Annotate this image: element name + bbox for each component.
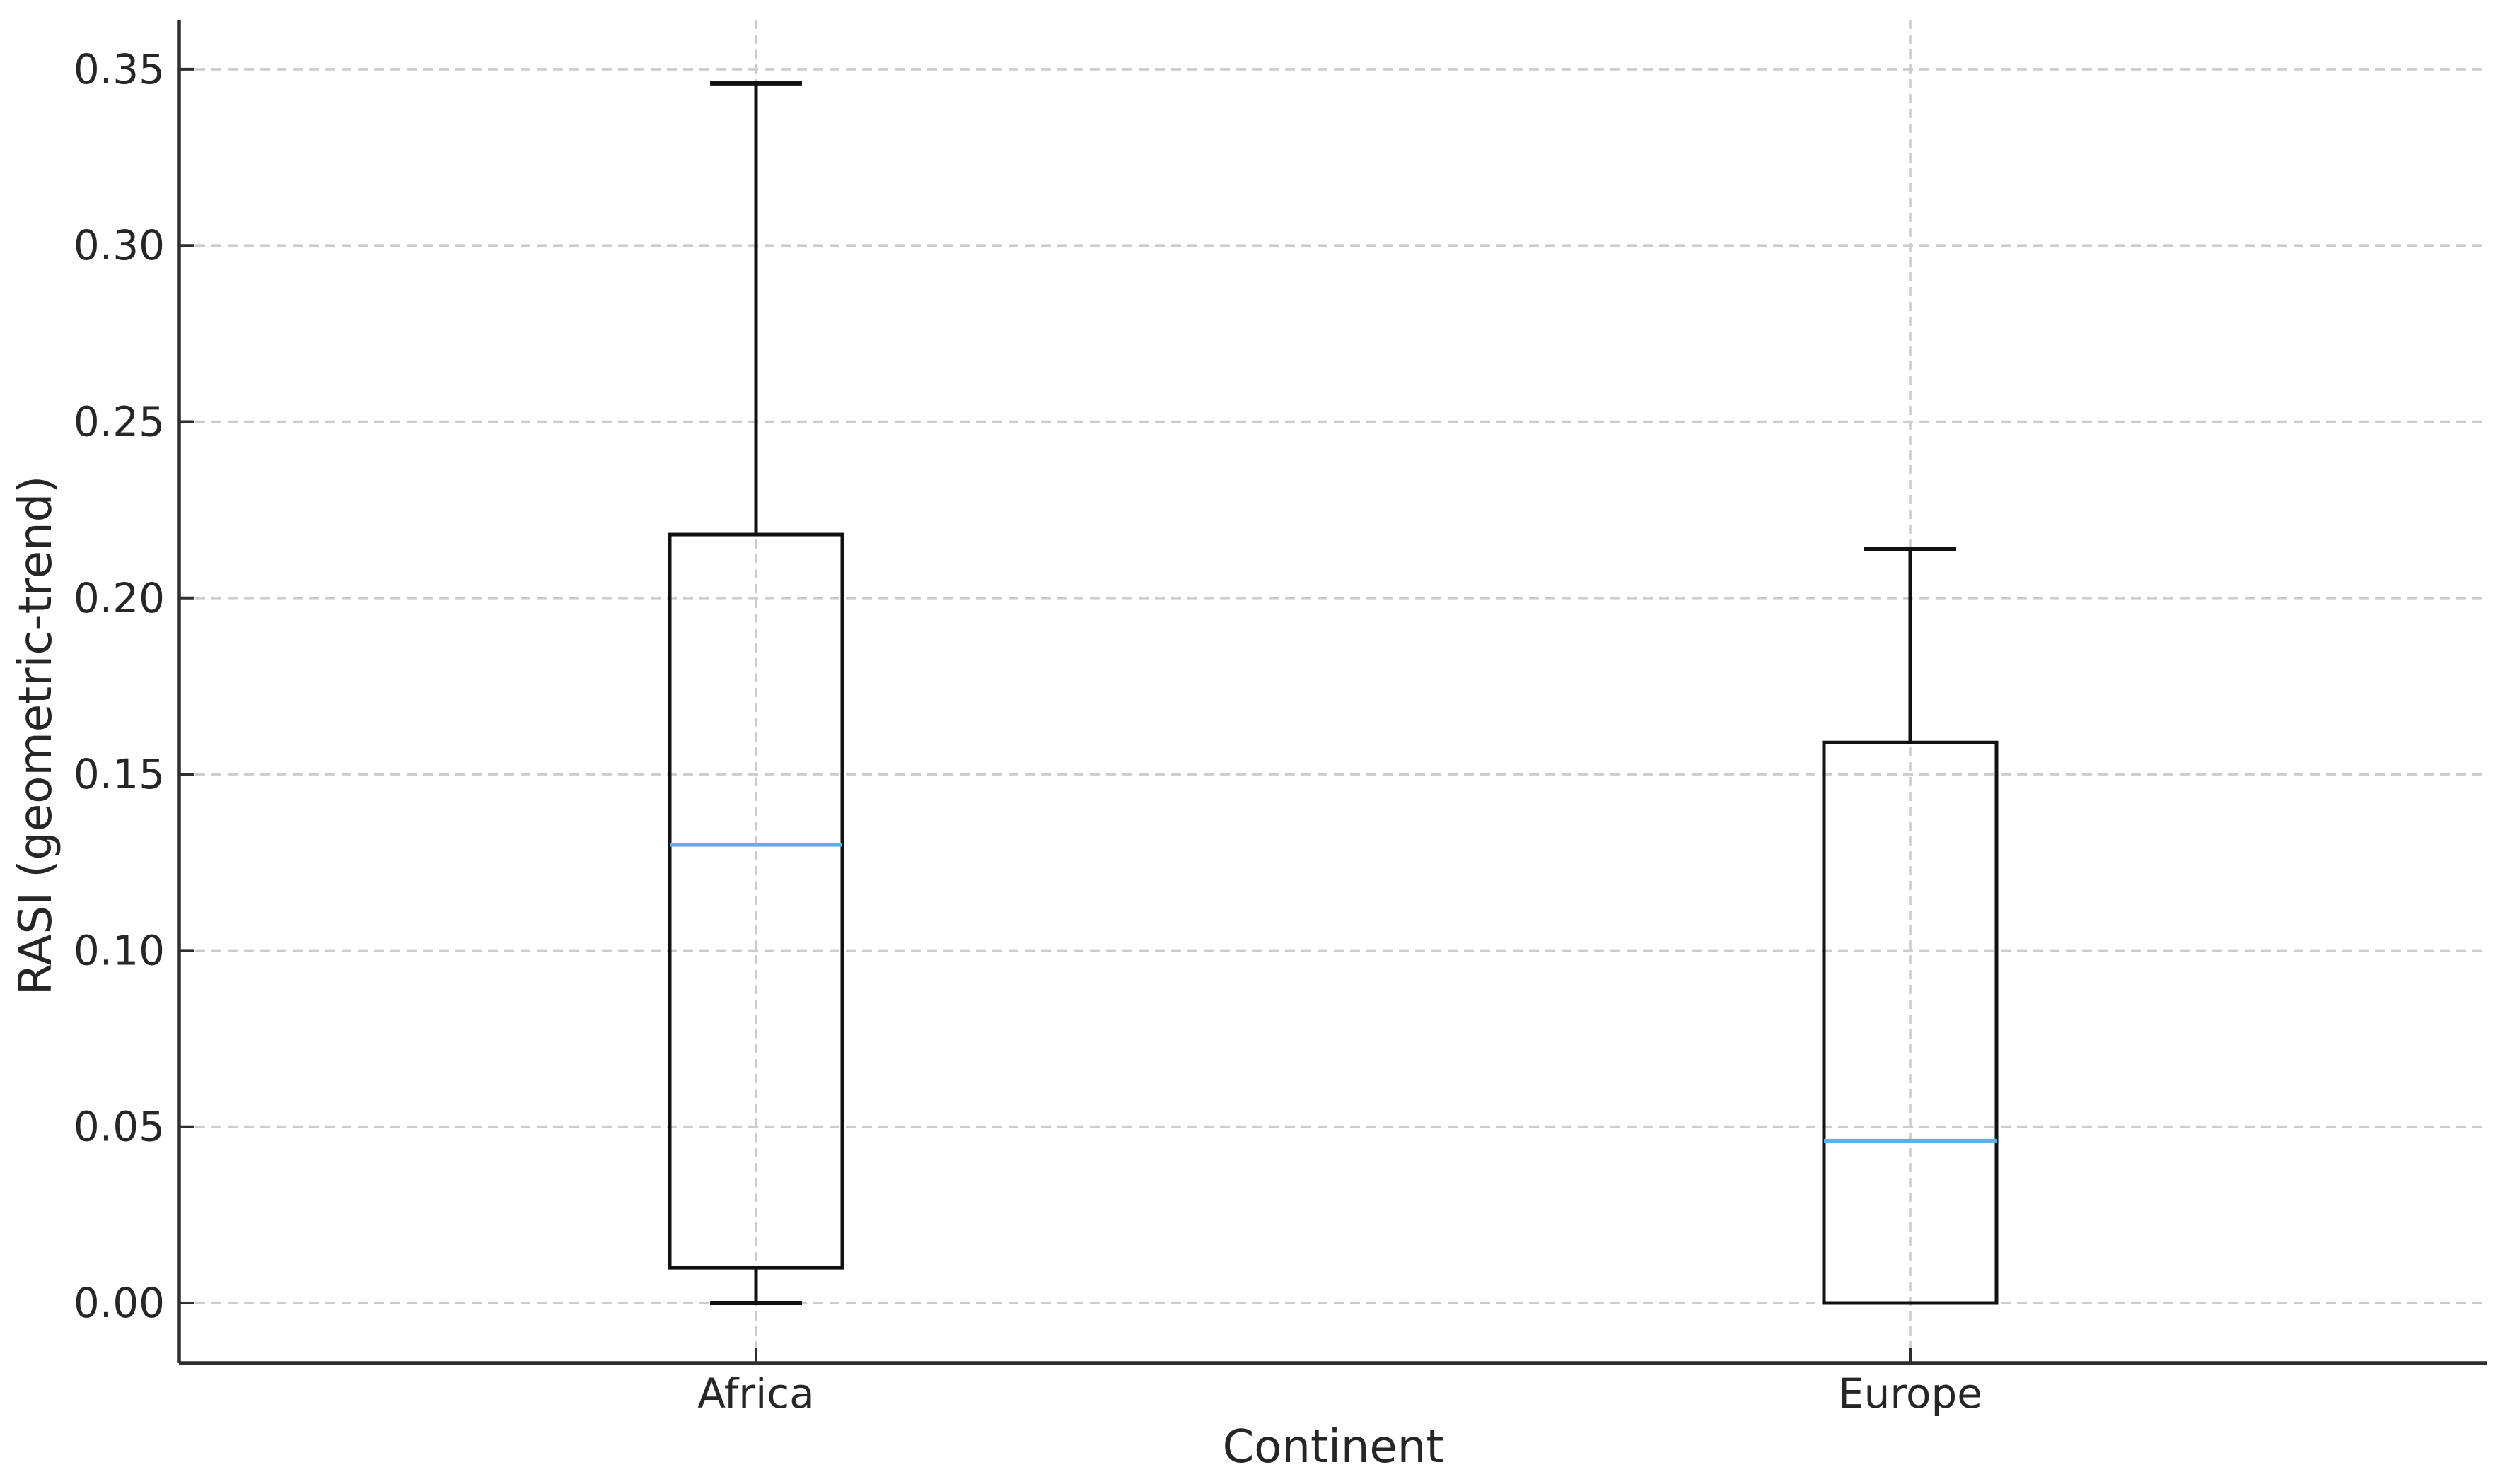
x-tick-label-Europe: Europe xyxy=(1838,1369,1982,1418)
y-tick-label-0.15: 0.15 xyxy=(74,750,165,798)
x-axis-label: Continent xyxy=(1223,1421,1444,1473)
x-tick-label-Africa: Africa xyxy=(697,1369,814,1418)
axis-labels: 0.00 0.05 0.10 0.15 0.20 0.25 0.30 0.35 Africa Eu… xyxy=(10,45,1982,1473)
y-tick-label-0.20: 0.20 xyxy=(74,574,165,622)
y-tick-label-0.25: 0.25 xyxy=(74,398,165,446)
gridlines xyxy=(179,20,2487,1363)
y-axis-label: RASI (geometric-trend) xyxy=(10,476,62,995)
boxes xyxy=(668,81,1999,1305)
y-tick-label-0.35: 0.35 xyxy=(74,45,165,93)
box-Europe xyxy=(1822,740,1999,1305)
box-Africa xyxy=(668,532,844,1270)
y-tick-label-0.30: 0.30 xyxy=(74,221,165,269)
y-tick-label-0.05: 0.05 xyxy=(74,1103,165,1151)
y-tick-label-0.10: 0.10 xyxy=(74,926,165,974)
y-tick-label-0.00: 0.00 xyxy=(74,1279,165,1327)
axes xyxy=(177,20,2487,1365)
